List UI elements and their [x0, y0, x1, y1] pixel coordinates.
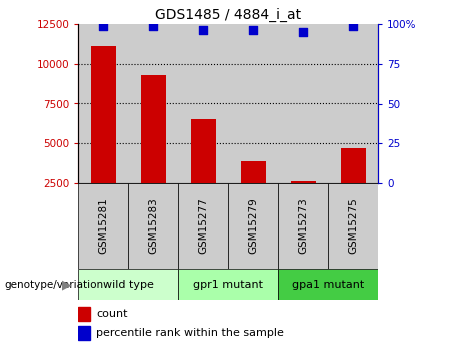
Text: gpa1 mutant: gpa1 mutant: [292, 280, 364, 289]
Title: GDS1485 / 4884_i_at: GDS1485 / 4884_i_at: [155, 8, 301, 22]
Text: GSM15281: GSM15281: [98, 198, 108, 254]
Bar: [278, 183, 328, 269]
Bar: [191, 119, 216, 223]
Bar: [141, 75, 166, 223]
Bar: [241, 161, 266, 223]
Text: GSM15277: GSM15277: [198, 198, 208, 254]
Bar: [78, 307, 90, 321]
Bar: [341, 148, 366, 223]
Bar: [128, 24, 178, 183]
Point: [149, 23, 157, 29]
Bar: [78, 269, 178, 300]
Point: [200, 28, 207, 33]
Bar: [290, 181, 316, 223]
Bar: [228, 24, 278, 183]
Text: gpr1 mutant: gpr1 mutant: [193, 280, 263, 289]
Point: [349, 23, 357, 29]
Bar: [228, 183, 278, 269]
Text: percentile rank within the sample: percentile rank within the sample: [96, 328, 284, 338]
Bar: [328, 24, 378, 183]
Bar: [78, 183, 128, 269]
Bar: [278, 24, 328, 183]
Text: GSM15275: GSM15275: [348, 198, 358, 254]
Point: [300, 29, 307, 35]
Bar: [178, 269, 278, 300]
Bar: [328, 183, 378, 269]
Bar: [78, 326, 90, 339]
Point: [249, 28, 257, 33]
Bar: [78, 24, 128, 183]
Text: count: count: [96, 309, 128, 319]
Point: [100, 23, 107, 29]
Text: ▶: ▶: [62, 278, 71, 291]
Bar: [178, 24, 228, 183]
Text: genotype/variation: genotype/variation: [5, 280, 104, 289]
Bar: [91, 46, 116, 223]
Text: GSM15279: GSM15279: [248, 198, 258, 254]
Text: wild type: wild type: [103, 280, 154, 289]
Bar: [178, 183, 228, 269]
Bar: [128, 183, 178, 269]
Text: GSM15283: GSM15283: [148, 198, 158, 254]
Bar: [278, 269, 378, 300]
Text: GSM15273: GSM15273: [298, 198, 308, 254]
